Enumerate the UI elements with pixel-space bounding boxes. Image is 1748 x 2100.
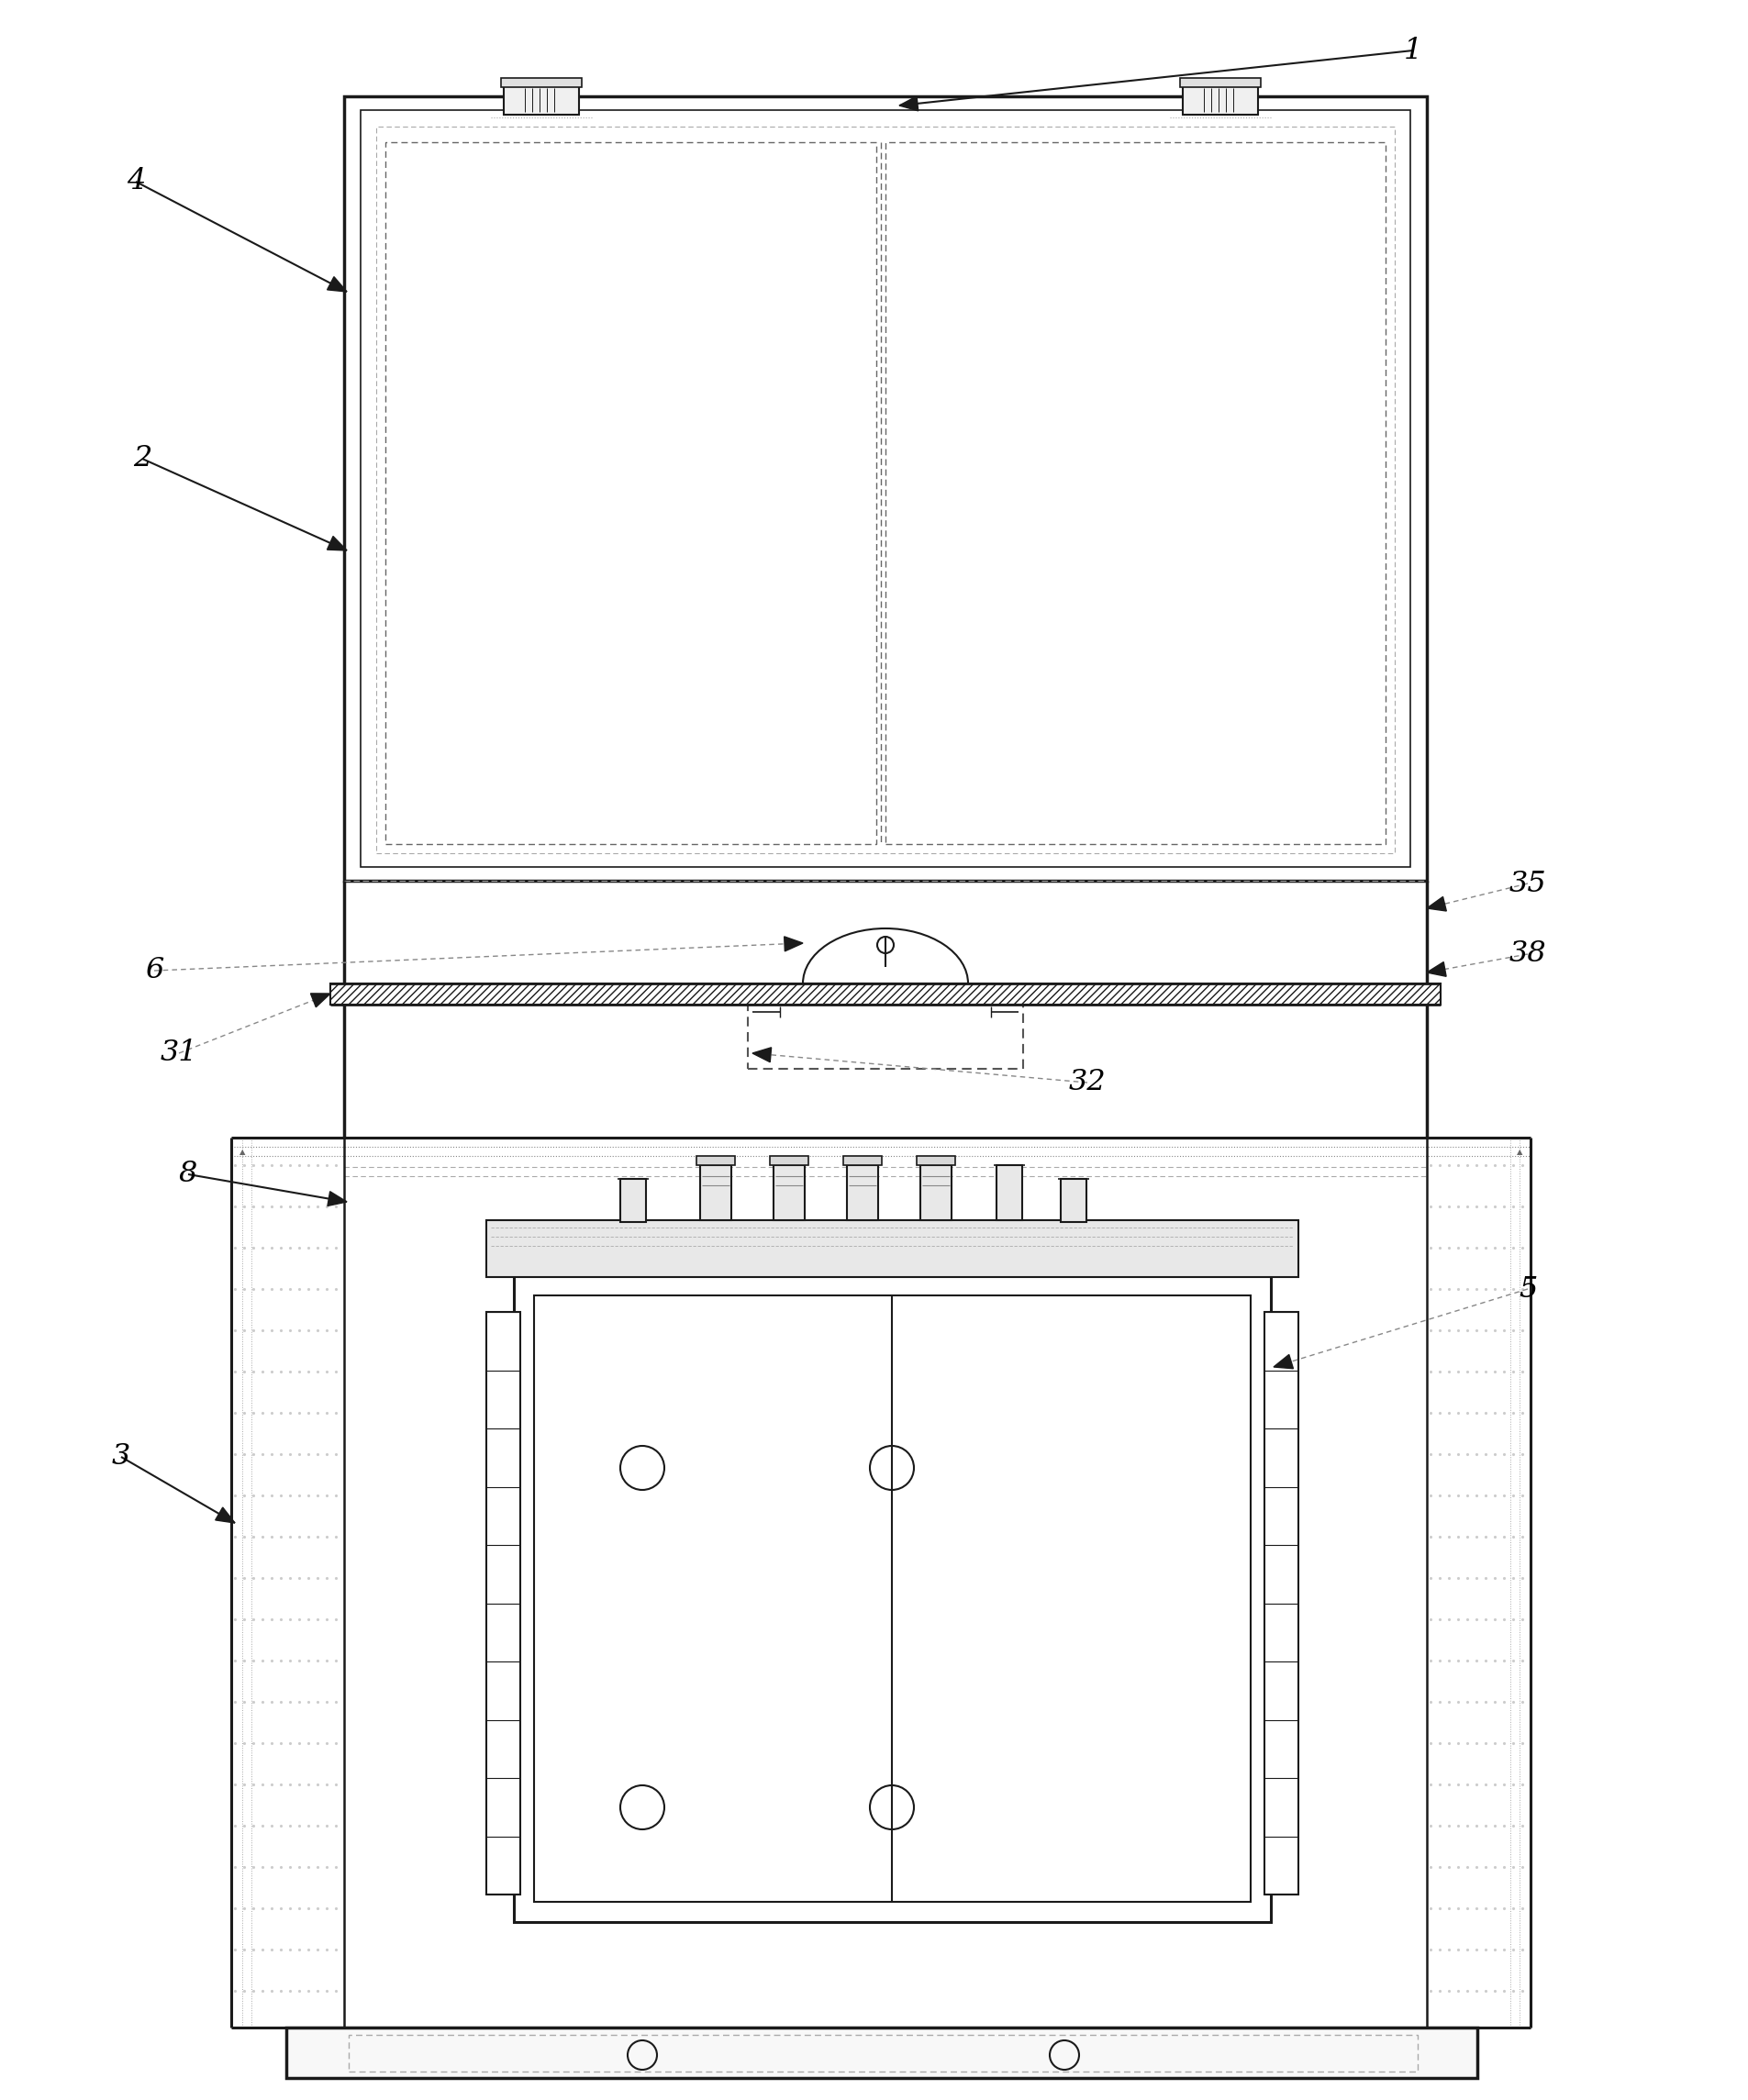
Text: 6: 6	[145, 956, 164, 985]
Bar	[701, 1166, 731, 1220]
Text: 35: 35	[1509, 869, 1547, 897]
Bar	[1264, 1312, 1299, 1894]
Text: 3: 3	[112, 1443, 131, 1472]
Polygon shape	[1426, 962, 1446, 976]
Text: 2: 2	[133, 445, 152, 472]
Bar	[916, 1155, 954, 1166]
Polygon shape	[311, 993, 330, 1008]
Polygon shape	[1426, 897, 1446, 911]
Bar	[486, 1312, 521, 1894]
Bar	[376, 126, 1395, 853]
Polygon shape	[898, 97, 918, 111]
Polygon shape	[327, 277, 346, 292]
Text: 38: 38	[1509, 941, 1547, 968]
Text: 32: 32	[1068, 1069, 1106, 1096]
Bar	[287, 2026, 1477, 2079]
Polygon shape	[327, 536, 346, 550]
Text: ▲: ▲	[239, 1149, 245, 1157]
Text: 31: 31	[161, 1040, 198, 1067]
Bar	[769, 1155, 808, 1166]
Text: 8: 8	[178, 1159, 198, 1189]
Text: ▲: ▲	[1517, 1149, 1523, 1157]
Bar	[1183, 86, 1259, 116]
Bar	[1180, 78, 1260, 88]
Bar	[996, 1166, 1023, 1220]
Polygon shape	[1274, 1354, 1294, 1369]
Polygon shape	[752, 1048, 771, 1063]
Bar	[886, 143, 1386, 844]
Bar	[921, 1166, 951, 1220]
Polygon shape	[327, 1191, 346, 1205]
Bar	[360, 109, 1411, 867]
Bar	[348, 2035, 1418, 2071]
Bar	[344, 97, 1426, 880]
Bar	[502, 78, 582, 88]
Text: 1: 1	[1404, 36, 1423, 65]
Bar	[503, 86, 579, 116]
Bar	[1061, 1178, 1087, 1222]
Bar	[486, 1220, 1299, 1277]
Bar	[696, 1155, 734, 1166]
Bar	[621, 1178, 647, 1222]
Polygon shape	[785, 937, 802, 951]
Bar	[385, 143, 876, 844]
Text: 4: 4	[126, 168, 145, 195]
Bar	[748, 1004, 1023, 1069]
Bar	[514, 1275, 1271, 1922]
Polygon shape	[215, 1508, 234, 1522]
Bar	[330, 983, 1440, 1004]
Bar	[848, 1166, 877, 1220]
Bar	[774, 1166, 804, 1220]
Bar	[843, 1155, 881, 1166]
Bar	[535, 1296, 1250, 1903]
Text: 5: 5	[1519, 1275, 1536, 1304]
